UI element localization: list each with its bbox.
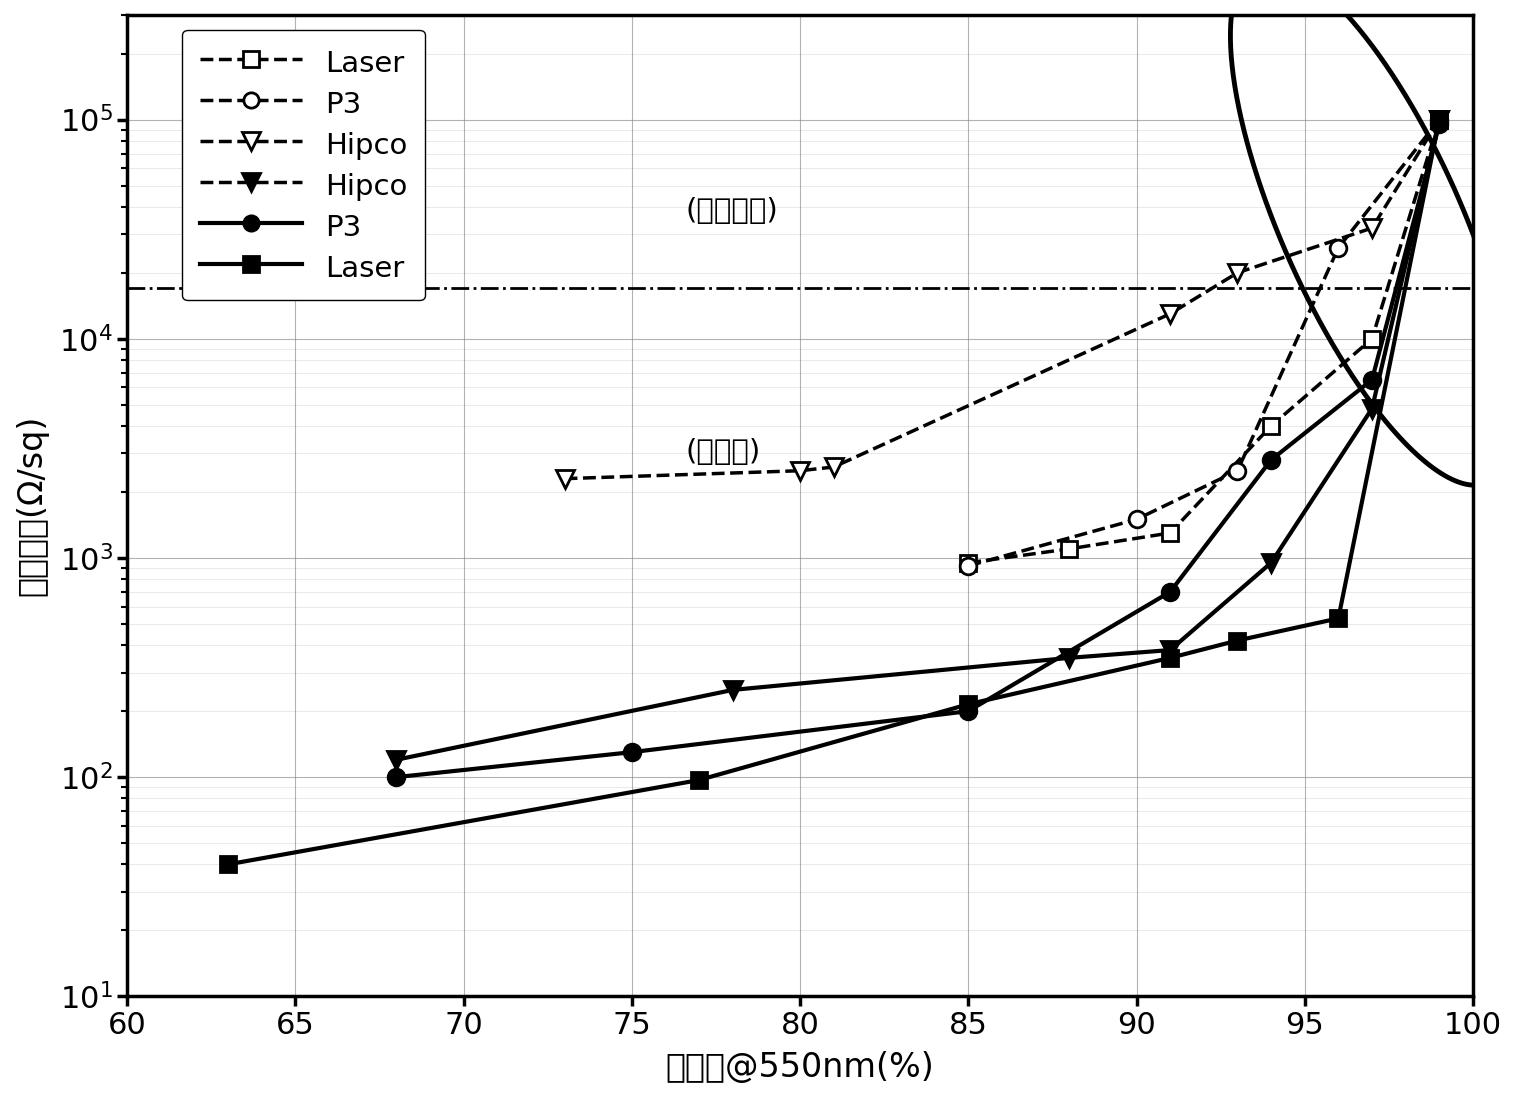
Legend: Laser, P3, Hipco, Hipco, P3, Laser: Laser, P3, Hipco, Hipco, P3, Laser xyxy=(182,30,425,300)
Text: (本发明): (本发明) xyxy=(686,437,762,466)
Text: (现有技术): (现有技术) xyxy=(686,197,778,225)
X-axis label: 透明度@550nm(%): 透明度@550nm(%) xyxy=(666,1051,934,1084)
Y-axis label: 薄层电阻(Ω/sq): 薄层电阻(Ω/sq) xyxy=(15,415,49,597)
